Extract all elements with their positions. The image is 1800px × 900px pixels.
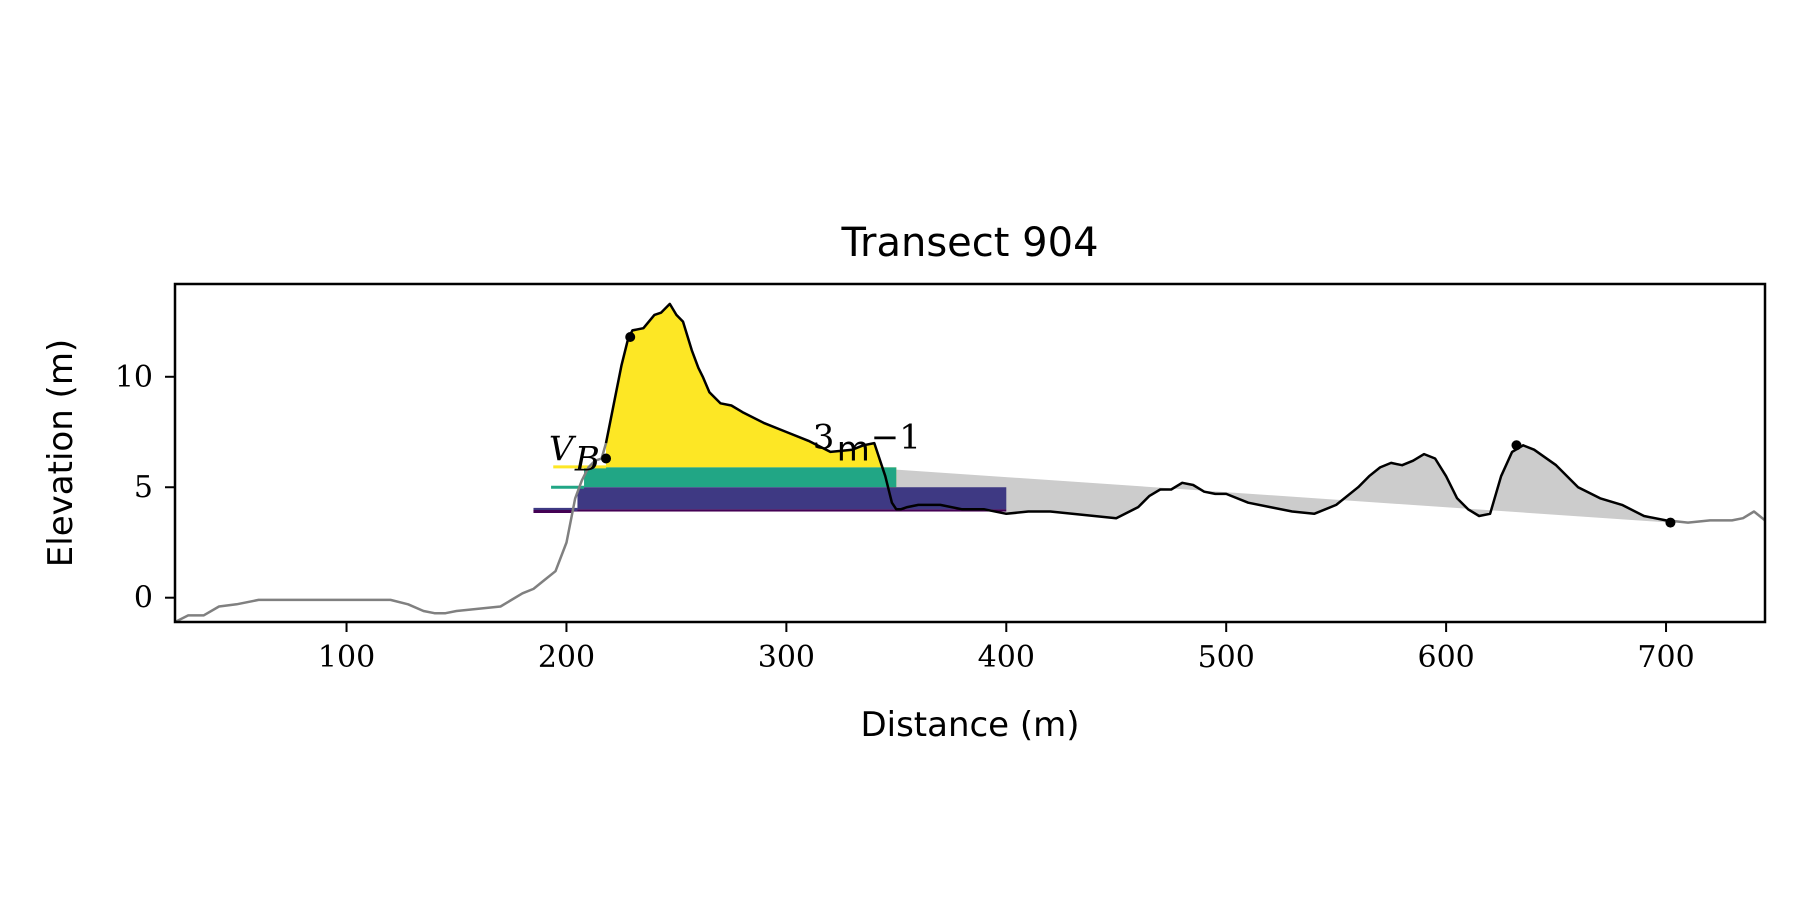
x-tick-label-1: 200 xyxy=(538,640,595,675)
volume-band-1 xyxy=(584,467,897,488)
profile-line-right xyxy=(1670,510,1765,524)
x-tick-label-6: 700 xyxy=(1637,640,1694,675)
y-tick-label-1: 5 xyxy=(134,470,153,505)
annotation-var: V xyxy=(549,430,577,470)
volume-annotation: V B 3 m −1 xyxy=(549,418,921,480)
plot-frame xyxy=(173,282,1767,624)
y-axis-title: Elevation (m) xyxy=(41,339,81,567)
annotation-unit: m xyxy=(837,430,870,470)
profile-line-dune xyxy=(604,302,1671,523)
x-tick-label-2: 300 xyxy=(758,640,815,675)
annotation-exponent: 3 xyxy=(813,418,835,458)
x-axis-title: Distance (m) xyxy=(860,705,1079,745)
x-tick-label-3: 400 xyxy=(978,640,1035,675)
volume-band-2 xyxy=(577,487,1007,510)
x-tick-label-4: 500 xyxy=(1198,640,1255,675)
chart-title: Transect 904 xyxy=(840,220,1098,266)
profile-marker-1 xyxy=(601,453,612,464)
volume-band-3 xyxy=(573,509,1007,512)
y-axis-ticks: 0 5 10 xyxy=(115,360,175,616)
annotation-subscript: B xyxy=(574,440,600,480)
annotation-unit-exponent: −1 xyxy=(871,418,921,458)
y-tick-label-2: 10 xyxy=(115,360,153,395)
dune-volume-fill xyxy=(606,303,897,510)
plot-area xyxy=(175,302,1765,622)
y-tick-label-0: 0 xyxy=(134,581,153,616)
profile-marker-2 xyxy=(625,332,636,343)
x-axis-ticks: 100 200 300 400 500 600 700 xyxy=(318,622,1695,675)
profile-marker-3 xyxy=(1511,440,1522,451)
x-tick-label-5: 600 xyxy=(1417,640,1474,675)
profile-line-left xyxy=(175,442,608,622)
profile-marker-4 xyxy=(1665,517,1676,528)
x-tick-label-0: 100 xyxy=(318,640,375,675)
shadow-fill xyxy=(896,445,1671,523)
